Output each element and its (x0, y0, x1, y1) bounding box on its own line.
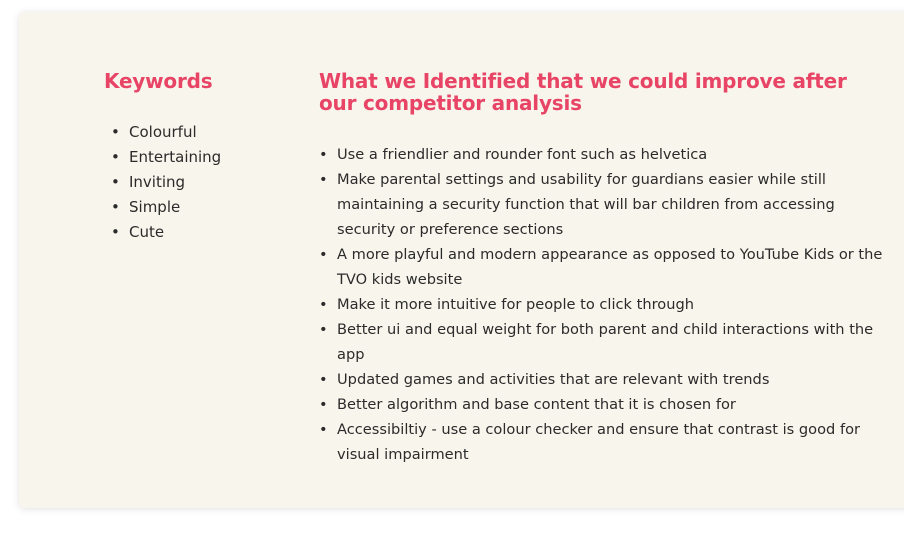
keywords-list: Colourful Entertaining Inviting Simple C… (111, 120, 221, 245)
improvement-item: Updated games and activities that are re… (319, 367, 889, 392)
keyword-item: Entertaining (111, 145, 221, 170)
improvement-item: A more playful and modern appearance as … (319, 242, 889, 292)
keyword-item: Cute (111, 220, 221, 245)
improvement-item: Make parental settings and usability for… (319, 167, 889, 242)
keyword-item: Colourful (111, 120, 221, 145)
improvements-list: Use a friendlier and rounder font such a… (319, 142, 889, 467)
improvement-item: Use a friendlier and rounder font such a… (319, 142, 889, 167)
improvement-item: Better ui and equal weight for both pare… (319, 317, 889, 367)
keyword-item: Inviting (111, 170, 221, 195)
improvement-item: Accessibiltiy - use a colour checker and… (319, 417, 889, 467)
improvement-item: Make it more intuitive for people to cli… (319, 292, 889, 317)
keyword-item: Simple (111, 195, 221, 220)
keywords-heading: Keywords (104, 69, 213, 93)
improvements-heading: What we Identified that we could improve… (319, 69, 847, 115)
improvement-item: Better algorithm and base content that i… (319, 392, 889, 417)
